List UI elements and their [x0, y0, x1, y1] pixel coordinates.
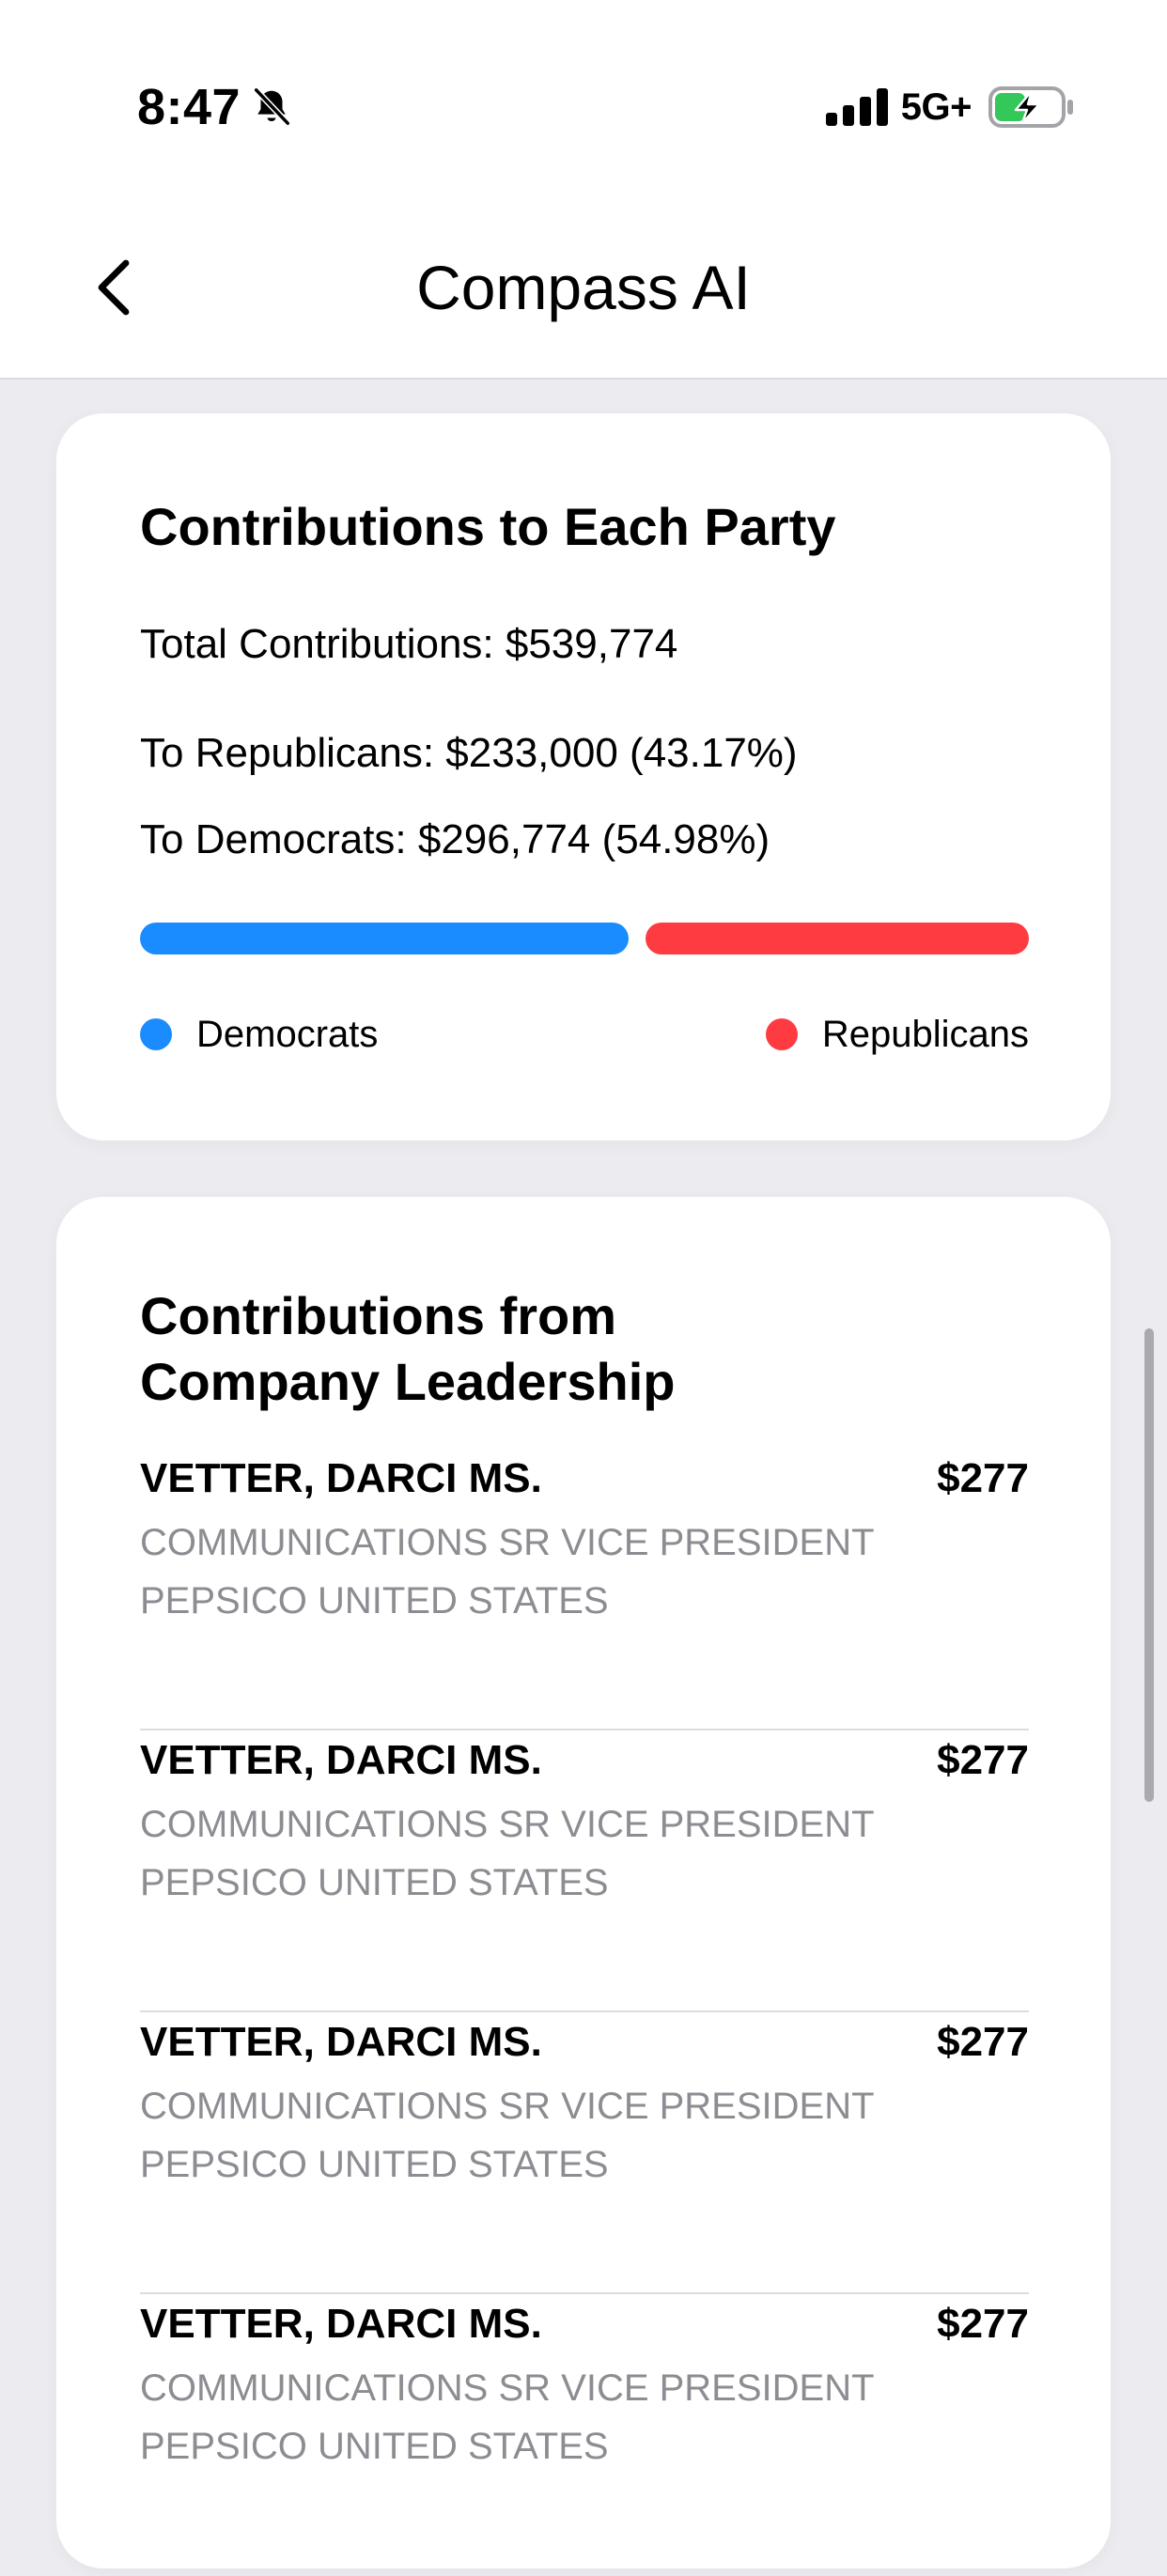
leader-amount: $277: [937, 2301, 1029, 2347]
status-bar-left: 8:47: [137, 77, 293, 137]
top-bar: 8:47 5G+ Compass AI: [0, 0, 1167, 380]
leadership-title-line1: Contributions from: [140, 1286, 617, 1345]
leadership-list: VETTER, DARCI MS. $277 COMMUNICATIONS SR…: [140, 1449, 1029, 2576]
battery-charging-icon: [988, 86, 1073, 128]
legend-republicans: Republicans: [765, 1011, 1029, 1058]
leader-name: VETTER, DARCI MS.: [140, 1455, 542, 1501]
network-label: 5G+: [900, 85, 972, 128]
democrat-contributions: To Democrats: $296,774 (54.98%): [140, 816, 770, 862]
status-bar-right: 5G+: [825, 77, 1075, 137]
leader-name: VETTER, DARCI MS.: [140, 1737, 542, 1783]
leader-company: PEPSICO UNITED STATES: [140, 1862, 609, 1903]
leader-role: COMMUNICATIONS SR VICE PRESIDENT: [140, 1522, 875, 1563]
leader-row[interactable]: VETTER, DARCI MS. $277 COMMUNICATIONS SR…: [140, 2294, 1029, 2576]
page-title: Compass AI: [416, 253, 751, 322]
back-button[interactable]: [85, 246, 141, 329]
legend-republicans-label: Republicans: [821, 1013, 1029, 1055]
leader-amount: $277: [937, 1737, 1029, 1783]
leader-amount: $277: [937, 1455, 1029, 1501]
status-time: 8:47: [137, 79, 241, 135]
leader-company: PEPSICO UNITED STATES: [140, 2144, 609, 2185]
signal-icon: [825, 88, 888, 126]
leader-amount: $277: [937, 2019, 1029, 2065]
leader-company: PEPSICO UNITED STATES: [140, 1580, 609, 1622]
leader-row[interactable]: VETTER, DARCI MS. $277 COMMUNICATIONS SR…: [140, 1730, 1029, 2012]
leadership-card-title: Contributions from Company Leadership: [140, 1283, 675, 1415]
leader-role: COMMUNICATIONS SR VICE PRESIDENT: [140, 2367, 875, 2409]
total-contributions: Total Contributions: $539,774: [140, 621, 678, 667]
leader-company: PEPSICO UNITED STATES: [140, 2426, 609, 2467]
democrats-legend-dot: [140, 1018, 172, 1050]
leader-row[interactable]: VETTER, DARCI MS. $277 COMMUNICATIONS SR…: [140, 1449, 1029, 1730]
leader-name: VETTER, DARCI MS.: [140, 2301, 542, 2347]
leader-role: COMMUNICATIONS SR VICE PRESIDENT: [140, 1804, 875, 1845]
party-card-title: Contributions to Each Party: [140, 497, 836, 556]
scroll-indicator[interactable]: [1144, 1328, 1154, 1802]
legend-democrats: Democrats: [140, 1011, 378, 1058]
leader-row[interactable]: VETTER, DARCI MS. $277 COMMUNICATIONS SR…: [140, 2012, 1029, 2294]
legend-democrats-label: Democrats: [196, 1013, 379, 1055]
leadership-contributions-card: Contributions from Company Leadership VE…: [56, 1197, 1111, 2568]
republicans-legend-dot: [765, 1018, 798, 1050]
party-split-bar: [140, 923, 1029, 954]
leader-name: VETTER, DARCI MS.: [140, 2019, 542, 2065]
leader-role: COMMUNICATIONS SR VICE PRESIDENT: [140, 2086, 875, 2127]
democrats-bar-segment: [140, 923, 629, 954]
party-contributions-card: Contributions to Each Party Total Contri…: [56, 413, 1111, 1141]
leadership-title-line2: Company Leadership: [140, 1352, 676, 1411]
chevron-left-icon: [98, 259, 130, 316]
bell-slash-icon: [254, 87, 290, 126]
republicans-bar-segment: [646, 923, 1029, 954]
republican-contributions: To Republicans: $233,000 (43.17%): [140, 730, 798, 776]
